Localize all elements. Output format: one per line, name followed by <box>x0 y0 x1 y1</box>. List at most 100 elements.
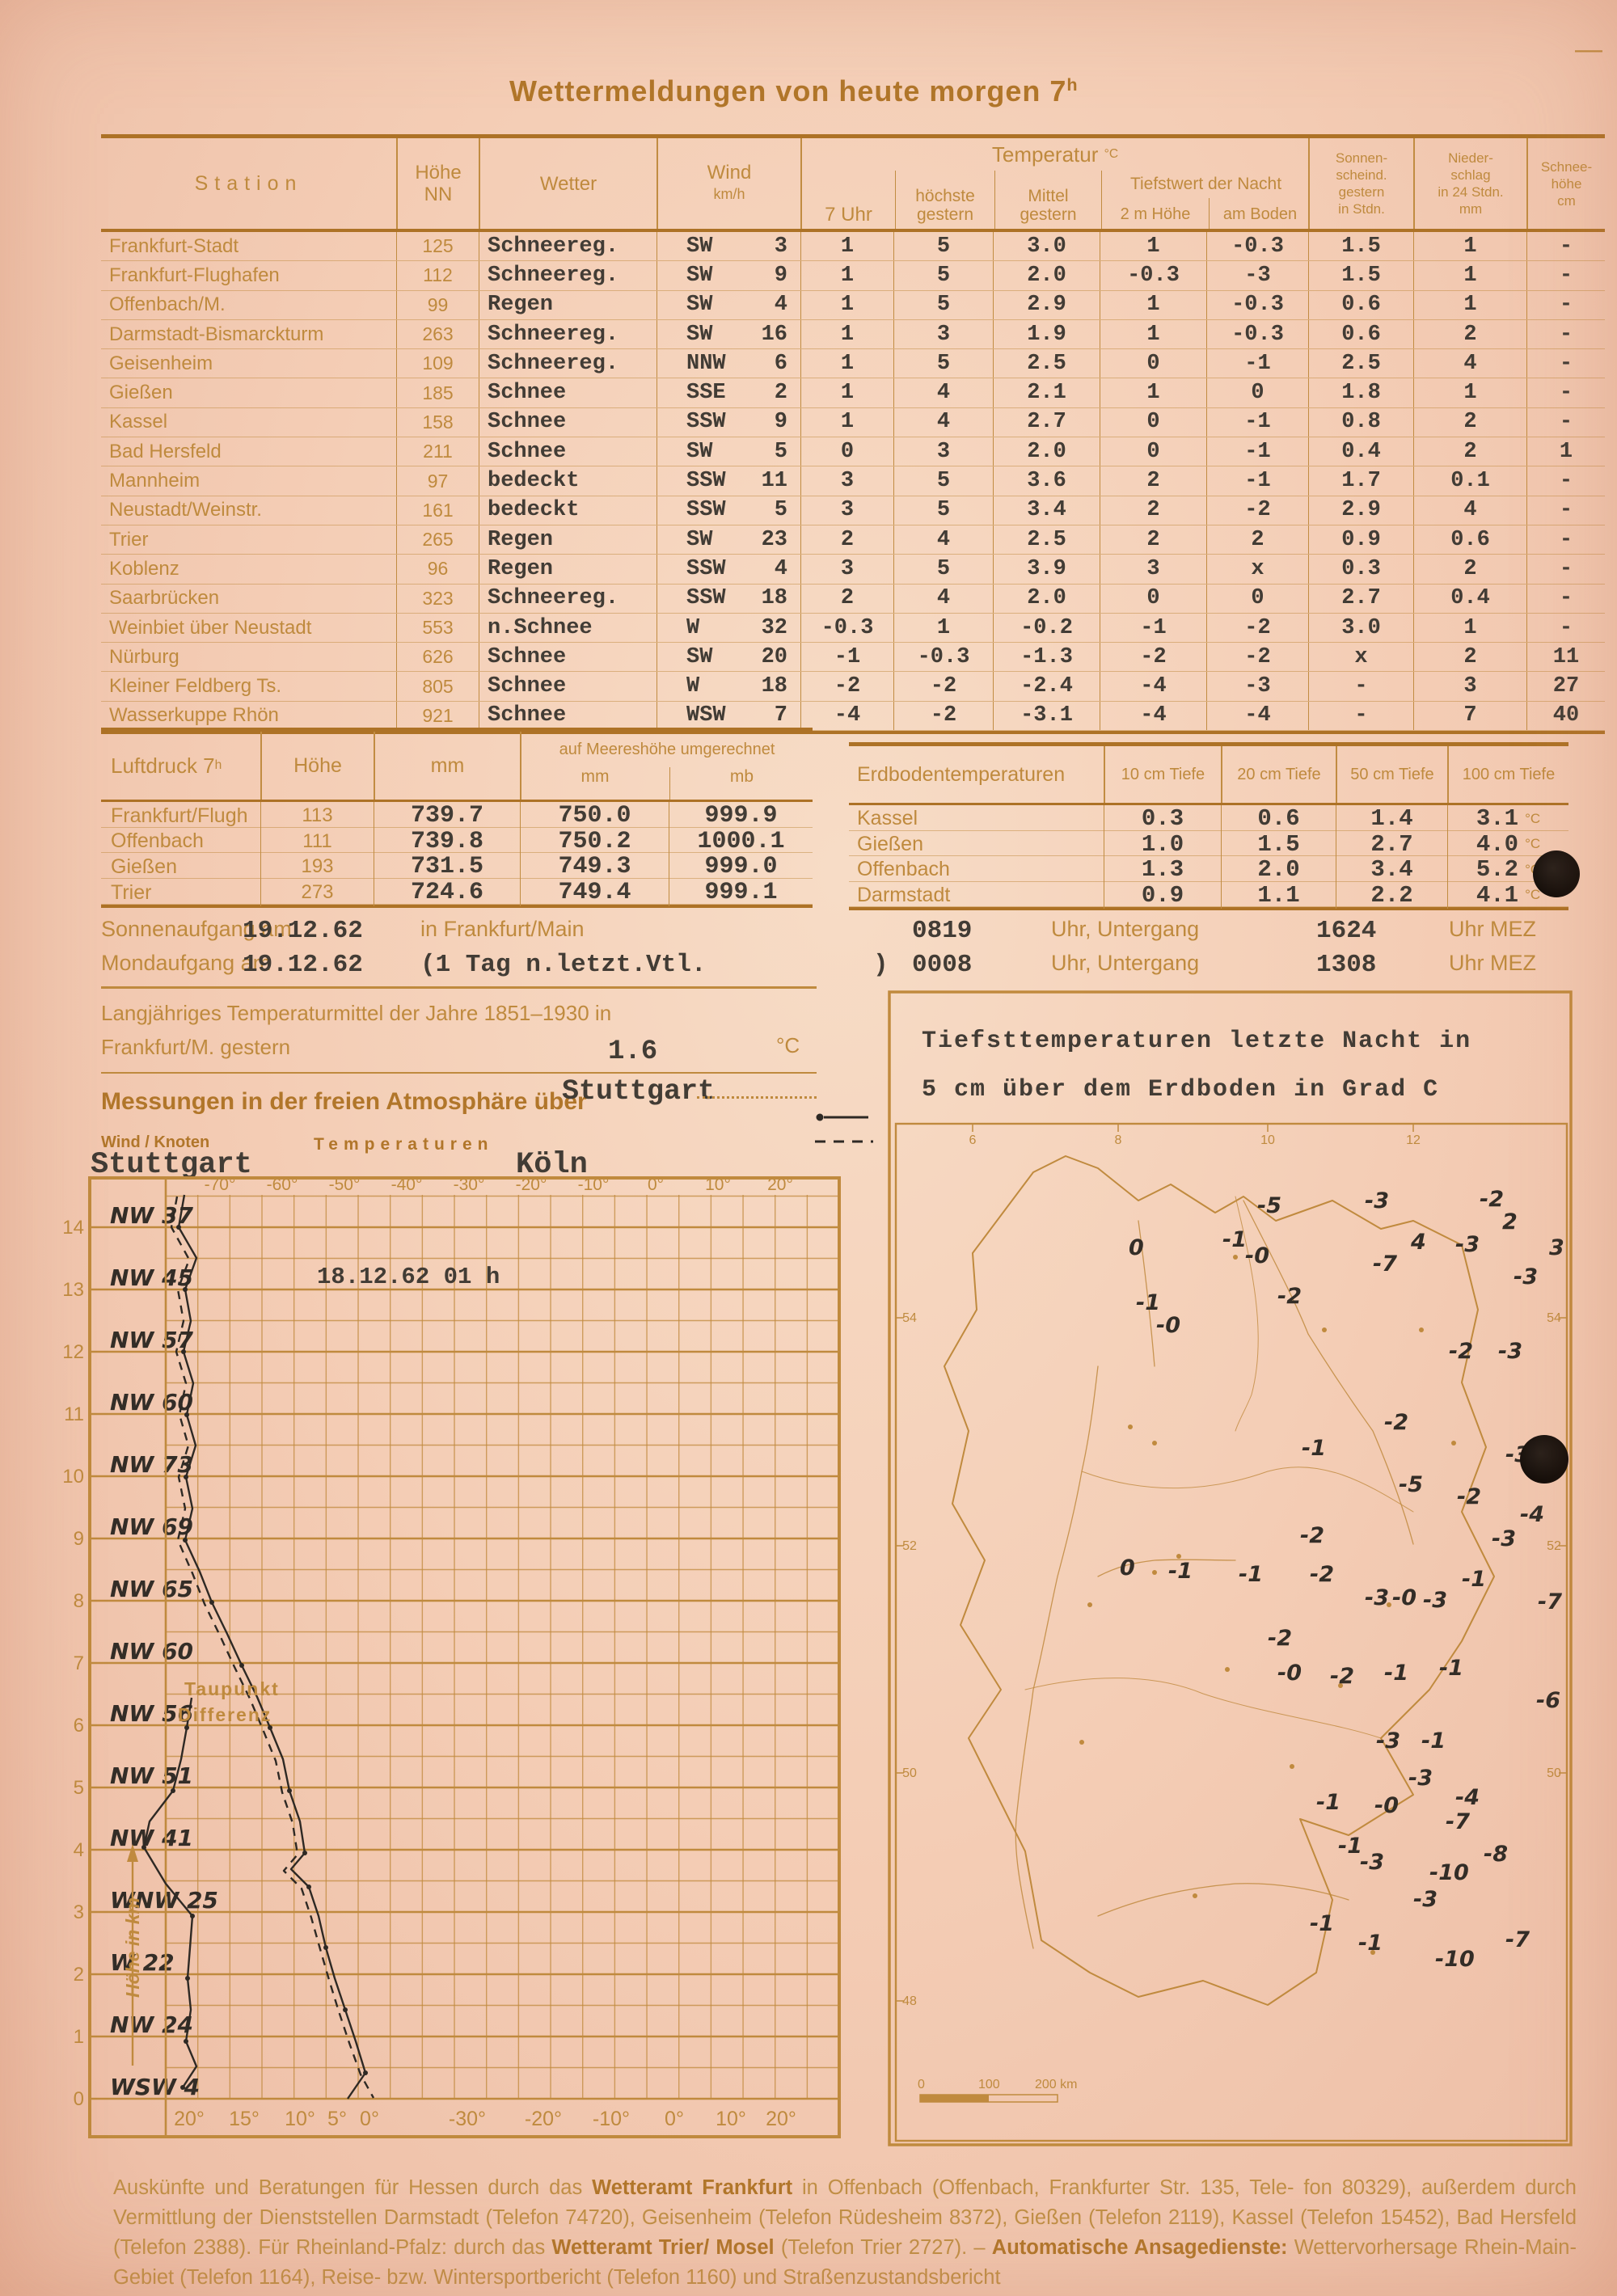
cell-niederschlag: 1 <box>1413 378 1526 407</box>
cell-temp-max: 4 <box>893 584 993 613</box>
cell-hoehe: 111 <box>260 827 374 855</box>
cell-station: Kleiner Feldberg Ts. <box>109 675 281 698</box>
svg-text:-3: -3 <box>1498 1339 1522 1364</box>
wind-direction: SW <box>686 439 713 464</box>
footer-bold: Mosel <box>716 2236 775 2259</box>
cell-wetter: Regen <box>479 555 657 584</box>
svg-text:NW 57: NW 57 <box>110 1327 194 1353</box>
wind-label: Wind <box>707 162 752 184</box>
divider <box>101 1072 817 1074</box>
cell-temp-mittel: 3.4 <box>993 496 1100 525</box>
svg-text:-1: -1 <box>1384 1661 1408 1686</box>
svg-text:0°: 0° <box>665 2108 684 2130</box>
wind-direction: SSW <box>686 410 726 435</box>
cell-wind: SSW 9 <box>657 407 800 437</box>
soil-col-50cm: 50 cm Tiefe <box>1336 746 1447 803</box>
cell-wetter: Schneereg. <box>479 232 657 261</box>
svg-text:54: 54 <box>1547 1311 1561 1325</box>
table-row: Gießen 193 731.5 749.3 999.0 <box>101 853 813 881</box>
svg-text:-40°: -40° <box>391 1176 423 1194</box>
cell-hoehe: 921 <box>396 701 479 731</box>
svg-text:-50°: -50° <box>329 1176 361 1194</box>
map-title-line2: 5 cm über dem Erdboden in Grad C <box>922 1076 1440 1104</box>
cell-hoehe: 553 <box>396 613 479 643</box>
moonrise-time: 0008 <box>912 951 973 979</box>
cell-temp-min-2m: 1 <box>1100 232 1206 261</box>
moonrise-date: 19.12.62 <box>243 951 363 979</box>
cell-station: Gießen <box>109 382 173 404</box>
cell-hoehe: 112 <box>396 261 479 290</box>
cell-temp-min-boden: -0.3 <box>1206 290 1308 319</box>
wind-speed: 3 <box>774 234 787 259</box>
cell-sonnenschein: 0.9 <box>1308 525 1413 555</box>
svg-text:10: 10 <box>1260 1133 1275 1147</box>
cell-50cm: 2.2 <box>1336 881 1447 909</box>
svg-text:-2: -2 <box>1330 1664 1354 1689</box>
svg-text:1: 1 <box>74 2026 84 2048</box>
col-header-hoehe: Höhe NN <box>396 138 479 229</box>
cell-niederschlag: 3 <box>1413 672 1526 701</box>
cell-wind: SW 4 <box>657 290 800 319</box>
cell-station: Gießen <box>857 832 923 855</box>
temperature-group-title: Temperatur °C <box>802 138 1308 171</box>
cell-temp-7uhr: 1 <box>800 261 893 290</box>
page-title-sup: h <box>1066 74 1079 95</box>
river-main <box>1097 1559 1236 1577</box>
footer-text: (Telefon Trier 2727). – <box>774 2236 992 2259</box>
svg-text:NW 45: NW 45 <box>110 1264 193 1291</box>
cell-pressure-mm: 731.5 <box>374 853 520 881</box>
cell-temp-min-boden: 2 <box>1206 525 1308 555</box>
cell-sea-mb: 1000.1 <box>669 827 813 855</box>
svg-text:4: 4 <box>1410 1230 1426 1255</box>
cell-station: Trier <box>111 880 152 904</box>
cell-100cm: 4.0 °C <box>1447 830 1568 858</box>
svg-text:-7: -7 <box>1505 1927 1530 1952</box>
longterm-unit: °C <box>776 1033 800 1057</box>
cell-station: Darmstadt-Bismarckturm <box>109 323 324 345</box>
cell-sonnenschein: 1.5 <box>1308 261 1413 290</box>
soil-col-20cm: 20 cm Tiefe <box>1221 746 1336 803</box>
svg-text:WNW 25: WNW 25 <box>110 1887 218 1914</box>
cell-100cm: 3.1 °C <box>1447 805 1568 832</box>
cell-temp-max: -0.3 <box>893 643 993 672</box>
soil-col-10cm: 10 cm Tiefe <box>1104 746 1221 803</box>
cell-wind: SSW 18 <box>657 584 800 613</box>
svg-text:-8: -8 <box>1484 1842 1508 1867</box>
cell-hoehe: 158 <box>396 407 479 437</box>
cell-sea-mb: 999.9 <box>669 802 813 829</box>
svg-text:-1: -1 <box>1136 1290 1160 1315</box>
svg-text:NW 65: NW 65 <box>110 1576 193 1602</box>
cell-temp-7uhr: 0 <box>800 437 893 466</box>
svg-text:-7: -7 <box>1446 1809 1470 1834</box>
sunset-label: Uhr, Untergang <box>1051 917 1200 941</box>
wind-speed: 7 <box>774 703 787 728</box>
wind-direction: SW <box>686 322 713 347</box>
moon-phase-note-close: ) <box>873 951 889 979</box>
wind-speed: 5 <box>774 498 787 523</box>
svg-text:-3: -3 <box>1408 1766 1433 1791</box>
cell-schneehoehe: - <box>1526 466 1605 496</box>
cell-station: Weinbiet über Neustadt <box>109 616 312 639</box>
cell-hoehe: 109 <box>396 349 479 378</box>
cell-temp-max: 5 <box>893 290 993 319</box>
cell-station: Offenbach <box>857 858 950 880</box>
cell-hoehe: 161 <box>396 496 479 525</box>
cell-wetter: Regen <box>479 290 657 319</box>
cell-sonnenschein: 1.5 <box>1308 232 1413 261</box>
svg-text:-70°: -70° <box>205 1176 236 1194</box>
table-row: Darmstadt-Bismarckturm 263 Schneereg. SW… <box>101 319 1605 350</box>
table-row: Frankfurt-Stadt 125 Schneereg. SW 3 1 5 … <box>101 232 1605 262</box>
cell-sea-mb: 999.1 <box>669 879 813 907</box>
cell-niederschlag: 0.4 <box>1413 584 1526 613</box>
cell-pressure-mm: 739.7 <box>374 802 520 829</box>
wind-direction: W <box>686 674 700 699</box>
cell-wind: SSW 4 <box>657 555 800 584</box>
cell-wetter: n.Schnee <box>479 613 657 643</box>
cell-niederschlag: 2 <box>1413 437 1526 466</box>
moonset-label: Uhr, Untergang <box>1051 951 1200 975</box>
cell-schneehoehe: - <box>1526 555 1605 584</box>
dotted-underline <box>697 1096 817 1099</box>
svg-text:-4: -4 <box>1520 1502 1544 1527</box>
cell-station: Bad Hersfeld <box>109 440 222 462</box>
